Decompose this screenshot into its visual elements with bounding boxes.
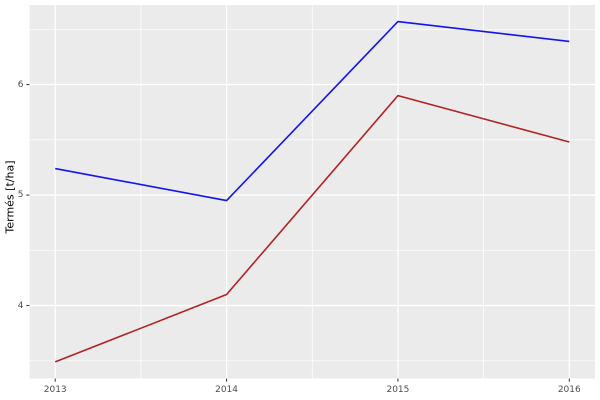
x-tick-label: 2013 [43,384,67,395]
axis-tick-marks [26,84,570,382]
dark-red-series-line [54,94,570,363]
y-tick-label: 5 [17,190,24,201]
x-tick-label: 2015 [386,384,410,395]
y-axis-title-text: Termés [t/ha] [3,160,17,234]
blue-series-line [55,20,570,202]
y-tick-label: 6 [17,79,24,90]
y-tick-label: 4 [17,300,24,311]
x-tick-label: 2014 [215,384,239,395]
x-tick-label: 2016 [557,384,581,395]
grid-minor [29,5,595,379]
grid-major [29,5,595,379]
